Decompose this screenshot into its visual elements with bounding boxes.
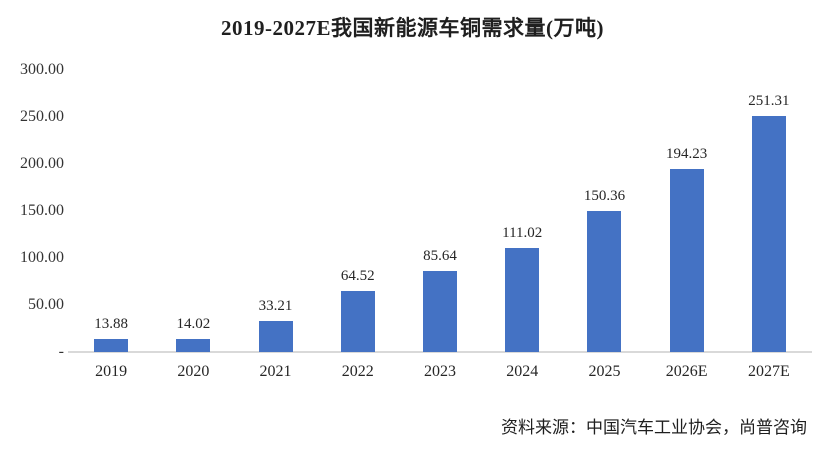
value-label: 13.88 bbox=[94, 316, 128, 332]
x-axis-tick-label: 2024 bbox=[506, 363, 539, 380]
value-label: 111.02 bbox=[502, 225, 543, 241]
x-axis-tick-label: 2020 bbox=[177, 363, 210, 380]
bar bbox=[751, 116, 786, 352]
y-axis-tick-label: 50.00 bbox=[28, 296, 64, 313]
y-axis-tick-label: 100.00 bbox=[20, 249, 64, 266]
x-axis-tick-label: 2023 bbox=[424, 363, 456, 380]
y-axis-tick-label: - bbox=[58, 343, 64, 360]
bar bbox=[669, 169, 704, 352]
value-label: 33.21 bbox=[258, 298, 293, 314]
bar bbox=[587, 211, 622, 352]
x-axis-tick-label: 2025 bbox=[588, 363, 621, 380]
bar bbox=[423, 271, 457, 352]
value-label: 150.36 bbox=[583, 188, 626, 204]
x-axis-tick-label: 2021 bbox=[259, 363, 292, 380]
value-label: 14.02 bbox=[176, 316, 211, 332]
value-label: 64.52 bbox=[340, 268, 375, 284]
y-axis-tick-label: 200.00 bbox=[20, 155, 64, 172]
value-label: 85.64 bbox=[423, 248, 457, 264]
x-axis-tick-label: 2019 bbox=[95, 363, 128, 380]
bar bbox=[505, 248, 540, 352]
x-axis-tick-label: 2022 bbox=[341, 363, 374, 380]
x-axis-tick-label: 2027E bbox=[747, 363, 790, 380]
chart-title: 2019-2027E我国新能源车铜需求量(万吨) bbox=[221, 16, 604, 40]
source-note: 资料来源：中国汽车工业协会，尚普咨询 bbox=[501, 418, 807, 437]
bar bbox=[94, 339, 129, 352]
y-axis-tick-label: 300.00 bbox=[20, 61, 64, 78]
bar bbox=[176, 339, 211, 352]
bar bbox=[340, 291, 375, 352]
x-axis-tick-label: 2026E bbox=[665, 363, 708, 380]
value-label: 194.23 bbox=[666, 146, 708, 162]
y-axis-tick-label: 250.00 bbox=[20, 108, 64, 125]
bar bbox=[258, 321, 293, 352]
x-axis-line bbox=[68, 351, 812, 353]
y-axis-tick-label: 150.00 bbox=[20, 202, 64, 219]
value-label: 251.31 bbox=[748, 93, 790, 109]
